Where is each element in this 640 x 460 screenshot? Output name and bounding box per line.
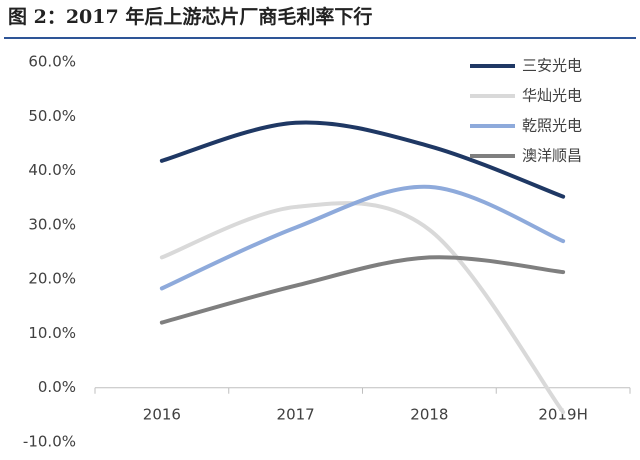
chart-title: 图 2：2017 年后上游芯片厂商毛利率下行 — [8, 5, 372, 28]
y-tick-label: 20.0% — [28, 270, 76, 288]
line — [159, 201, 566, 415]
legend-label: 乾照光电 — [522, 117, 582, 135]
line — [159, 255, 566, 325]
y-tick-label: 40.0% — [28, 161, 76, 179]
line — [159, 120, 566, 199]
y-tick-label: 60.0% — [28, 53, 76, 71]
y-tick-label: 10.0% — [28, 324, 76, 342]
line — [159, 184, 566, 291]
legend-label: 华灿光电 — [522, 87, 582, 105]
y-tick-label: 50.0% — [28, 107, 76, 125]
x-tick-label: 2019H — [538, 406, 587, 424]
legend-label: 澳洋顺昌 — [522, 147, 582, 165]
x-tick-label: 2017 — [277, 406, 315, 424]
x-tick-label: 2018 — [410, 406, 448, 424]
legend-label: 三安光电 — [522, 57, 582, 75]
x-tick-label: 2016 — [143, 406, 181, 424]
y-tick-label: 0.0% — [38, 378, 76, 396]
y-tick-label: 30.0% — [28, 215, 76, 233]
y-tick-label: -10.0% — [23, 433, 76, 451]
